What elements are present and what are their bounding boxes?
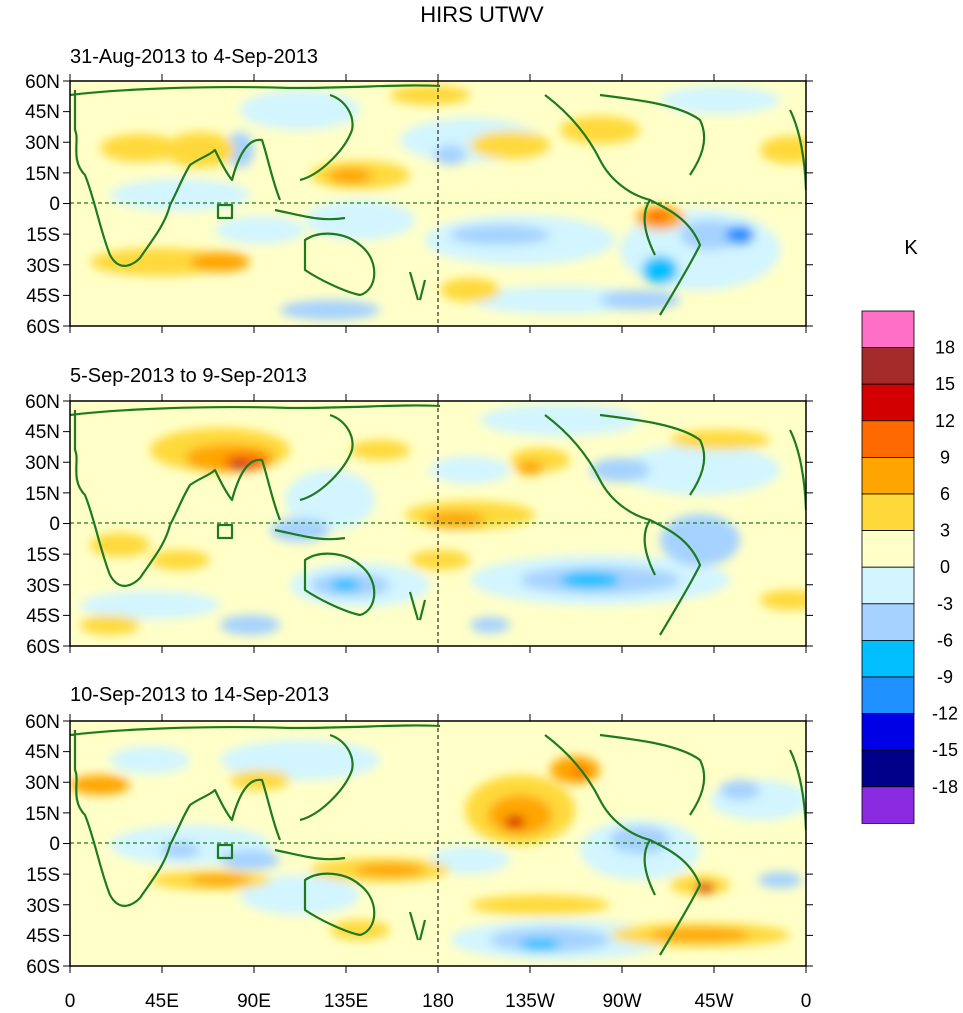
lon-label: 0 <box>801 991 812 1012</box>
colorbar-label: 9 <box>940 447 950 467</box>
panel-2-lat-labels: 60N 45N 30N 15N 0 15S 30S 45S 60S <box>25 392 60 658</box>
colorbar-label: -18 <box>932 777 958 797</box>
lat-label: 45N <box>25 422 60 443</box>
lon-label: 90W <box>602 991 641 1012</box>
panel-1-anomaly-field <box>90 85 806 320</box>
panel-3-lat-labels: 60N 45N 30N 15N 0 15S 30S 45S 60S <box>25 712 60 978</box>
colorbar-swatch <box>861 493 915 531</box>
colorbar-swatch <box>861 530 915 568</box>
lat-label: 45S <box>26 606 60 627</box>
lat-label: 45S <box>26 926 60 947</box>
colorbar-label: -6 <box>937 630 953 650</box>
colorbar-label: -15 <box>932 740 958 760</box>
colorbar-label: 15 <box>935 374 955 394</box>
colorbar-swatch <box>861 347 915 385</box>
colorbar-swatch <box>861 713 915 751</box>
colorbar-swatches <box>861 310 915 824</box>
lat-label: 15N <box>25 164 60 185</box>
lat-label: 45N <box>25 742 60 763</box>
panel-1-ticks <box>63 74 813 333</box>
panel-2-coastlines <box>70 404 806 636</box>
lat-label: 30N <box>25 133 60 154</box>
panel-2: 5-Sep-2013 to 9-Sep-2013 <box>25 365 813 658</box>
colorbar-swatch <box>861 310 915 348</box>
colorbar-label: 0 <box>940 557 950 577</box>
lat-label: 60N <box>25 392 60 413</box>
lat-label: 0 <box>49 834 60 855</box>
lat-label: 15S <box>26 865 60 886</box>
colorbar-swatch <box>861 786 915 824</box>
lat-label: 15N <box>25 484 60 505</box>
lat-label: 60N <box>25 712 60 733</box>
lon-label: 0 <box>65 991 76 1012</box>
figure-title: HIRS UTWV <box>420 2 544 27</box>
lat-label: 30N <box>25 453 60 474</box>
panel-1-coastlines <box>70 84 806 316</box>
panel-1: 31-Aug-2013 to 4-Sep-2013 <box>25 46 813 338</box>
colorbar-label: 18 <box>935 338 955 358</box>
colorbar-unit-label: K <box>904 237 918 259</box>
lat-label: 30S <box>26 256 60 277</box>
colorbar-swatch <box>861 603 915 641</box>
panel-2-date-range: 5-Sep-2013 to 9-Sep-2013 <box>70 365 307 387</box>
lon-labels: 0 45E 90E 135E 180 135W 90W 45W 0 <box>65 991 812 1012</box>
colorbar-swatch <box>861 676 915 714</box>
lon-label: 45W <box>694 991 733 1012</box>
lat-label: 45S <box>26 286 60 307</box>
lon-label: 180 <box>422 991 454 1012</box>
lat-label: 15N <box>25 804 60 825</box>
lat-label: 45N <box>25 102 60 123</box>
lat-label: 0 <box>49 514 60 535</box>
lat-label: 0 <box>49 194 60 215</box>
panel-1-date-range: 31-Aug-2013 to 4-Sep-2013 <box>70 46 318 68</box>
lon-label: 135E <box>324 991 368 1012</box>
lat-label: 60S <box>26 957 60 978</box>
panel-3: 10-Sep-2013 to 14-Sep-2013 <box>25 684 813 978</box>
lon-label: 135W <box>505 991 555 1012</box>
lat-label: 15S <box>26 225 60 246</box>
panel-3-ticks <box>63 714 813 973</box>
lat-label: 60S <box>26 317 60 338</box>
lat-label: 30S <box>26 896 60 917</box>
colorbar-label: -3 <box>937 594 953 614</box>
colorbar-swatch <box>861 420 915 458</box>
colorbar-label: 3 <box>940 521 950 541</box>
colorbar-swatch <box>861 383 915 422</box>
colorbar-label: 6 <box>940 484 950 504</box>
lon-label: 90E <box>237 991 271 1012</box>
lat-label: 60N <box>25 72 60 93</box>
lat-label: 30S <box>26 576 60 597</box>
colorbar-label: -12 <box>932 704 958 724</box>
colorbar-swatch <box>861 456 915 495</box>
panel-2-ticks <box>63 394 813 653</box>
lat-label: 30N <box>25 773 60 794</box>
lat-label: 60S <box>26 637 60 658</box>
colorbar-labels: 18 15 12 9 6 3 0 -3 -6 -9 -12 -15 -18 <box>932 338 958 797</box>
colorbar-swatch <box>861 640 915 678</box>
panel-3-anomaly-field <box>70 740 806 960</box>
lon-label: 45E <box>145 991 179 1012</box>
lat-label: 15S <box>26 545 60 566</box>
panel-2-anomaly-field <box>80 404 806 635</box>
panel-1-lat-labels: 60N 45N 30N 15N 0 15S 30S 45S 60S <box>25 72 60 338</box>
colorbar-swatch <box>861 749 915 788</box>
colorbar-swatch <box>861 566 915 605</box>
colorbar-label: -9 <box>937 667 953 687</box>
colorbar: K 18 15 12 9 6 3 0 -3 -6 -9 -12 -15 -18 <box>861 237 958 824</box>
colorbar-label: 12 <box>935 411 955 431</box>
panel-3-date-range: 10-Sep-2013 to 14-Sep-2013 <box>70 684 329 706</box>
